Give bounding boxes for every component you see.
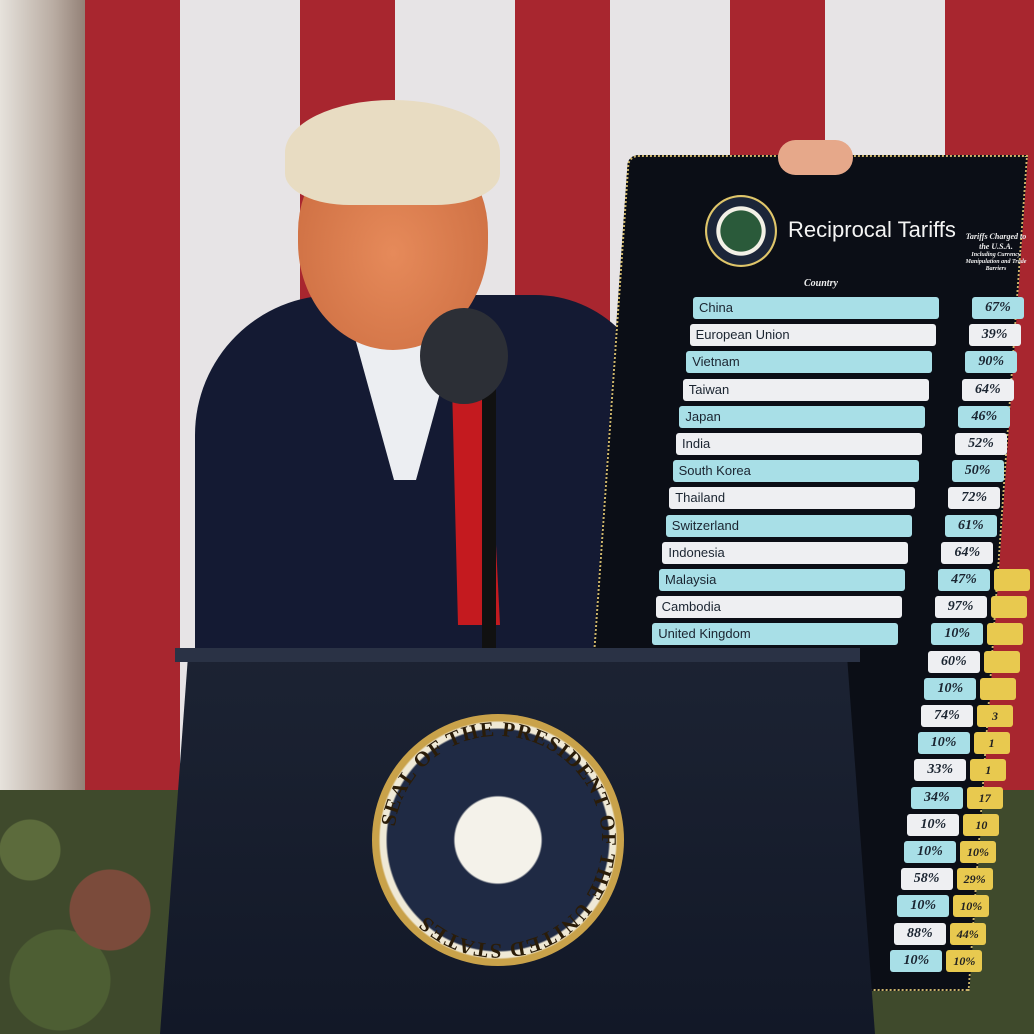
country-cell: Thailand (669, 487, 916, 510)
tariff-header-text: Tariffs Charged to the U.S.A. (965, 232, 1027, 251)
tariff-value-cell: 10% (917, 732, 970, 755)
tariff-value-cell: 90% (965, 351, 1018, 374)
tariff-value-cell: 58% (900, 868, 953, 891)
tariff-value-cell: 10% (890, 949, 943, 972)
tariff-value-cell: 33% (914, 759, 967, 782)
tariff-value-cell: 34% (910, 786, 963, 809)
tariff-value-cell: 60% (927, 650, 980, 673)
third-column-cell: 1 (973, 732, 1010, 755)
country-cell: Taiwan (682, 378, 929, 401)
speaker-hand (778, 140, 853, 175)
third-column-cell (983, 650, 1020, 673)
microphone-stand (482, 370, 496, 660)
tariff-value-cell: 10% (931, 623, 984, 646)
country-column-header: Country (804, 278, 838, 289)
third-column-cell (994, 569, 1030, 591)
third-column-cell: 1 (970, 759, 1007, 782)
tariff-value-cell: 52% (955, 433, 1007, 455)
third-column-cell: 10% (960, 841, 996, 863)
seal-ring-text: SEAL OF THE PRESIDENT OF THE UNITED STAT… (376, 717, 621, 963)
country-cell: Japan (679, 405, 926, 428)
tariff-value-cell: 10% (897, 895, 950, 918)
tariff-value-cell: 10% (924, 677, 977, 700)
tariff-value-cell: 10% (904, 841, 956, 863)
tariff-value-cell: 88% (893, 922, 946, 945)
tariff-value-cell: 74% (921, 705, 973, 727)
tariff-value-cell: 47% (938, 569, 990, 591)
third-column-cell: 3 (977, 705, 1013, 727)
tariff-value-cell: 72% (948, 487, 1001, 510)
third-column-cell: 10% (946, 949, 983, 972)
tariff-value-cell: 39% (968, 324, 1021, 347)
tariff-value-cell: 64% (961, 378, 1014, 401)
country-cell: South Korea (672, 460, 919, 483)
country-cell: Indonesia (662, 541, 909, 564)
presidential-seal-emblem (372, 714, 624, 966)
tariff-value-cell: 46% (958, 405, 1011, 428)
third-column-cell (990, 596, 1027, 619)
third-column-cell: 44% (949, 922, 986, 945)
country-cell: China (693, 297, 939, 319)
speaker-hair (285, 100, 500, 205)
tariff-subheader-text: Including Currency Manipulation and Trad… (965, 252, 1027, 272)
podium-top-edge (175, 648, 860, 662)
third-column-cell: 29% (956, 868, 993, 891)
third-column-cell (980, 677, 1017, 700)
country-cell: Malaysia (659, 569, 905, 591)
presidential-seal-icon (705, 195, 777, 267)
country-cell: United Kingdom (652, 623, 899, 646)
country-cell: Vietnam (686, 351, 933, 374)
country-cell: Cambodia (655, 596, 902, 619)
tariff-value-cell: 61% (944, 514, 997, 537)
svg-text:SEAL OF THE PRESIDENT OF THE U: SEAL OF THE PRESIDENT OF THE UNITED STAT… (376, 717, 621, 963)
tariff-value-cell: 97% (934, 596, 987, 619)
board-title: Reciprocal Tariffs (788, 217, 956, 242)
third-column-cell: 17 (966, 786, 1003, 809)
tariff-value-cell: 64% (941, 541, 994, 564)
country-cell: India (676, 433, 922, 455)
tariff-value-cell: 10% (907, 813, 960, 836)
third-column-cell: 10% (953, 895, 990, 918)
microphone-icon (420, 308, 508, 404)
country-cell: Switzerland (665, 514, 912, 537)
third-column-cell (987, 623, 1024, 646)
tariff-value-cell: 50% (951, 460, 1004, 483)
tariff-column-header: Tariffs Charged to the U.S.A. Including C… (962, 232, 1030, 273)
third-column-cell: 10 (963, 813, 1000, 836)
country-cell: European Union (689, 324, 936, 347)
tariff-value-cell: 67% (972, 297, 1024, 319)
seal-text-path: SEAL OF THE PRESIDENT OF THE UNITED STAT… (376, 717, 620, 963)
